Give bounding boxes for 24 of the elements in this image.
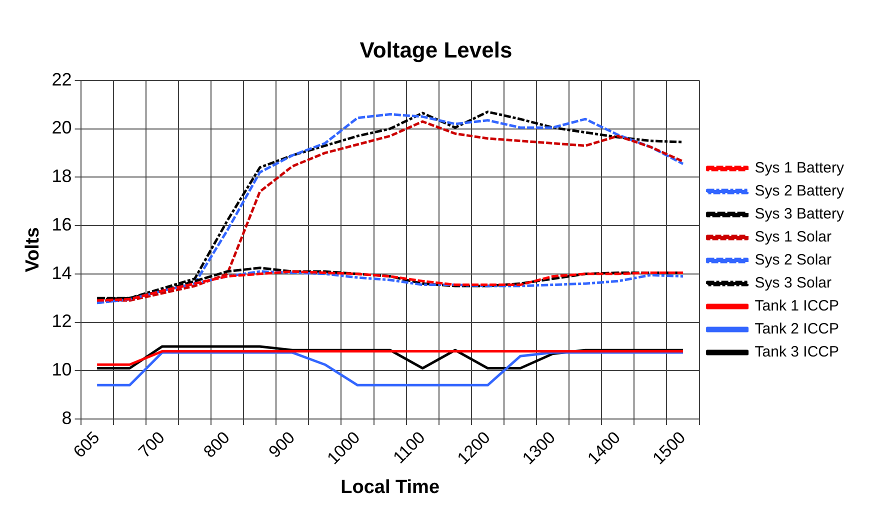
legend-label: Sys 1 Solar (754, 228, 832, 246)
y-tick-label: 14 (52, 262, 72, 283)
x-tick-label: 700 (134, 428, 168, 462)
y-tick-label: 18 (52, 166, 72, 186)
legend-label: Sys 2 Solar (754, 252, 832, 269)
y-axis-title: Volts (22, 227, 44, 272)
x-tick-label: 800 (200, 428, 234, 462)
x-tick-label: 605 (70, 428, 104, 462)
y-tick-label: 10 (52, 360, 72, 380)
x-tick-label: 900 (265, 428, 299, 462)
legend-label: Sys 2 Battery (754, 182, 844, 200)
legend-label: Sys 1 Battery (754, 160, 844, 177)
legend-label: Tank 3 ICCP (754, 344, 839, 361)
y-tick-label: 20 (52, 118, 72, 138)
y-tick-label: 22 (52, 69, 72, 90)
y-tick-label: 12 (52, 311, 72, 332)
y-tick-label: 8 (62, 408, 72, 428)
legend-label: Sys 3 Solar (754, 274, 832, 292)
x-axis-title: Local Time (340, 476, 440, 498)
legend-label: Sys 3 Battery (754, 206, 844, 223)
chart-title: Voltage Levels (360, 37, 512, 62)
y-tick-label: 16 (52, 214, 72, 234)
legend-label: Tank 2 ICCP (754, 320, 839, 338)
legend-label: Tank 1 ICCP (754, 298, 839, 315)
